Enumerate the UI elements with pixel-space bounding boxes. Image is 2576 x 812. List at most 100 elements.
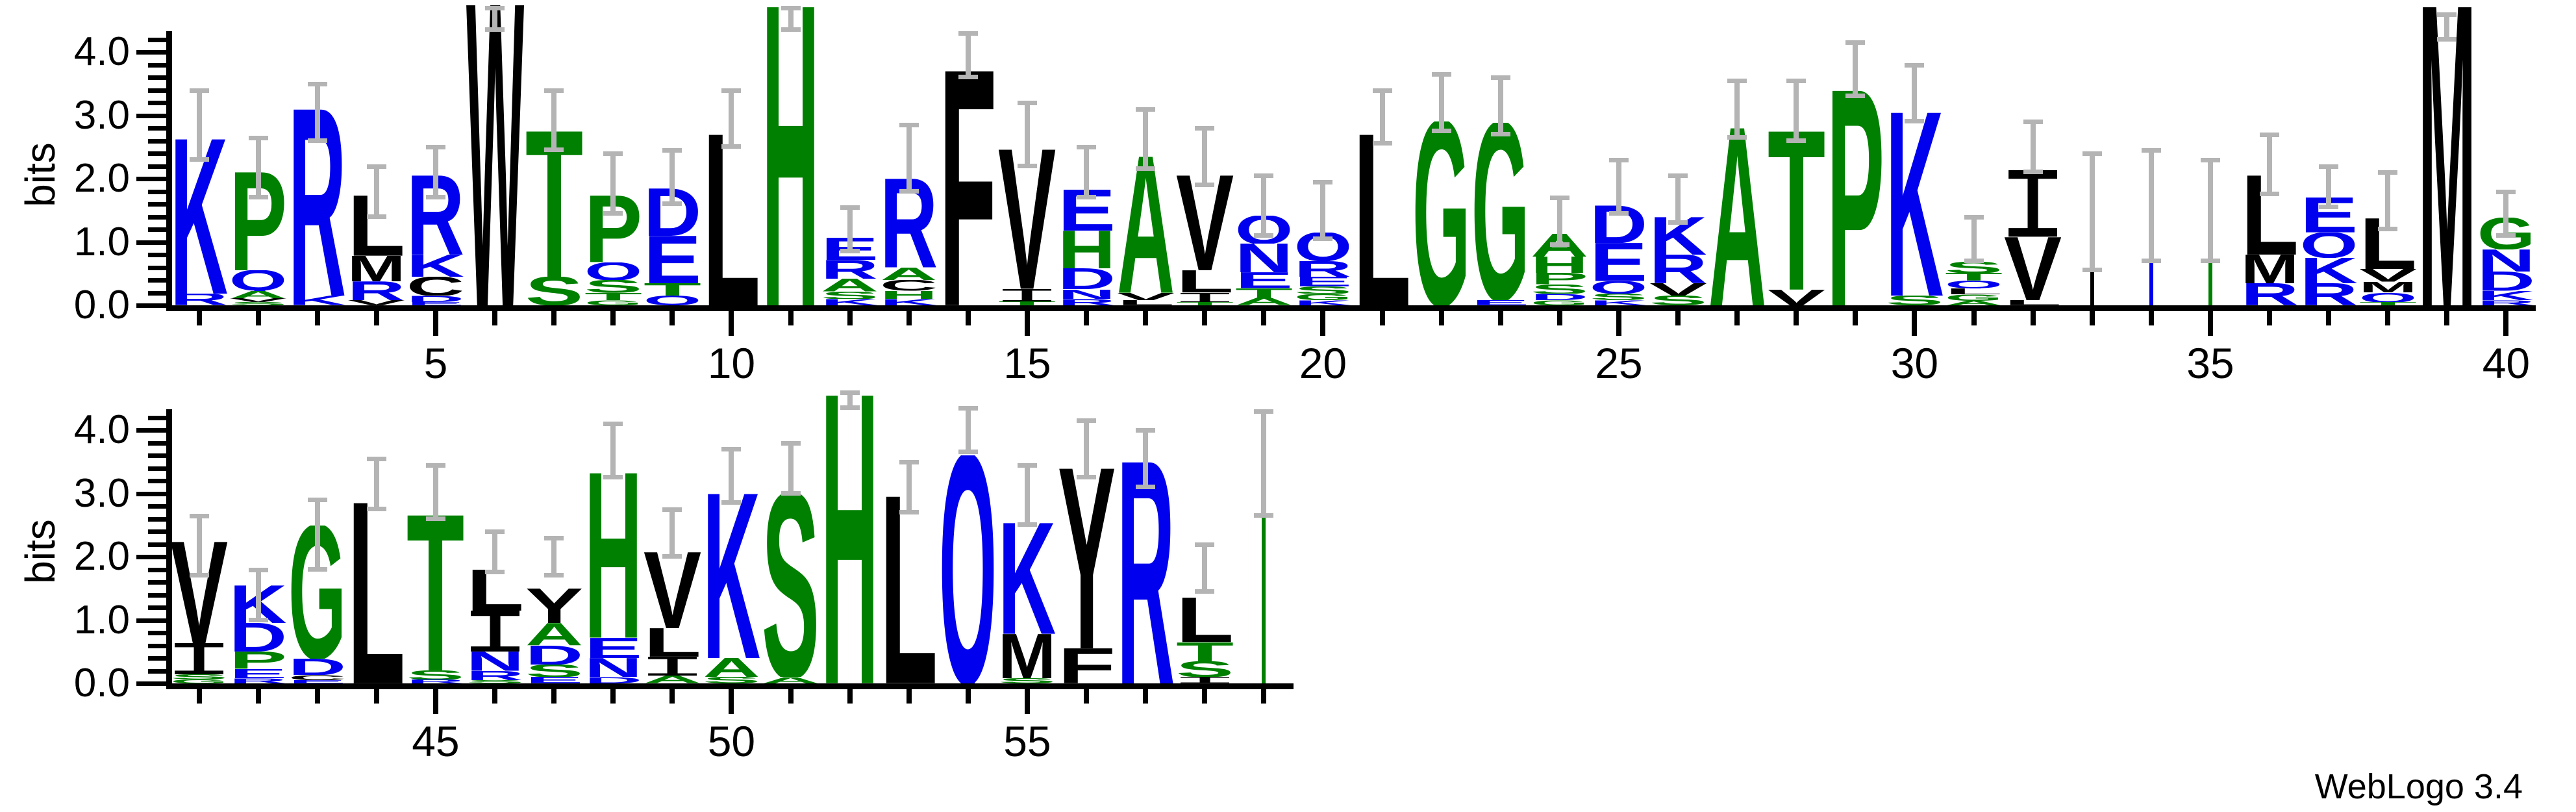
error-bar-cap-bottom: [366, 214, 386, 219]
error-bar-cap-bottom: [1372, 141, 1392, 146]
logo-letter-E: E: [584, 638, 642, 658]
x-minor-tick: [2326, 311, 2332, 325]
error-bar-cap-top: [544, 88, 564, 93]
error-bar-cap-top: [958, 31, 978, 36]
error-bar-cap-bottom: [2378, 227, 2398, 231]
svg-text:V: V: [998, 149, 1056, 289]
logo-letter-R: R: [1117, 462, 1175, 683]
error-bar-cap-top: [781, 440, 801, 446]
error-bar-cap-bottom: [307, 566, 327, 572]
y-minor-tick: [148, 656, 166, 661]
error-bar-cap-top: [2200, 157, 2220, 162]
svg-text:A: A: [1117, 157, 1175, 293]
svg-text:L: L: [880, 496, 938, 683]
svg-text:R: R: [880, 179, 938, 268]
svg-text:T: T: [1235, 288, 1293, 298]
error-bar-cap-top: [366, 456, 386, 461]
error-bar-cap-top: [1077, 418, 1097, 424]
logo-letter-I: [466, 610, 524, 652]
error-bar-stem: [1794, 80, 1799, 141]
logo-letter-E: E: [288, 680, 346, 683]
error-bar-cap-bottom: [781, 27, 801, 32]
svg-text:Q: Q: [584, 262, 642, 280]
svg-text:G: G: [1531, 300, 1588, 305]
x-tick-label: 50: [707, 717, 756, 765]
error-bar-stem: [1143, 108, 1149, 170]
logo-letter-E: E: [1471, 300, 1529, 305]
error-bar-stem: [551, 90, 557, 151]
logo-letter-A: A: [525, 623, 583, 645]
y-minor-tick: [148, 202, 166, 207]
x-minor-tick: [2385, 311, 2391, 325]
y-minor-tick: [148, 631, 166, 635]
x-minor-tick: [965, 311, 971, 325]
logo-letter-T: T: [1945, 273, 2003, 281]
logo-letter-S-narrow: [1262, 461, 1266, 683]
logo-letter-K: K: [1886, 112, 1944, 296]
logo-letter-K: K: [1590, 300, 1647, 305]
svg-text:K: K: [406, 255, 464, 277]
svg-text:Q: Q: [1945, 281, 2003, 288]
svg-text:S: S: [1531, 285, 1588, 294]
error-bar-stem: [788, 7, 794, 30]
error-bar-cap-bottom: [2437, 36, 2457, 42]
svg-text:E: E: [1235, 272, 1293, 288]
error-bar-cap-bottom: [1786, 138, 1807, 143]
error-bar-cap-top: [603, 151, 623, 156]
logo-letter-L: L: [1117, 300, 1175, 305]
y-tick-label: 4.0: [73, 407, 130, 452]
logo-letter-V: V: [2359, 269, 2417, 282]
error-bar-stem: [2503, 191, 2509, 236]
x-major-tick: [2503, 311, 2509, 336]
svg-text:N: N: [1058, 290, 1116, 299]
logo-letter-R: R: [880, 179, 938, 268]
error-bar-cap-top: [1490, 75, 1510, 80]
error-bar-cap-bottom: [1254, 513, 1274, 518]
logo-letter-T: T: [1768, 131, 1825, 290]
svg-text:R: R: [1058, 299, 1116, 305]
error-bar-cap-bottom: [781, 490, 801, 496]
error-bar-cap-bottom: [1136, 166, 1156, 171]
logo-letter-C: C: [880, 280, 938, 291]
error-bar-cap-top: [189, 513, 209, 518]
x-minor-tick: [1794, 311, 1799, 325]
logo-letter-T: T: [406, 515, 464, 670]
x-minor-tick: [373, 311, 379, 325]
svg-text:E: E: [525, 677, 583, 683]
svg-text:F: F: [939, 71, 997, 305]
x-major-tick: [729, 311, 734, 336]
logo-letter-E: E: [1294, 277, 1352, 286]
error-bar-cap-bottom: [248, 617, 268, 622]
x-minor-tick: [255, 311, 261, 325]
logo-letter-R: R: [406, 679, 464, 683]
error-bar-cap-top: [485, 5, 505, 10]
error-bar-cap-bottom: [544, 573, 564, 578]
logo-letter-N: N: [2477, 249, 2535, 272]
x-minor-tick: [1438, 311, 1444, 325]
error-bar-stem: [2385, 172, 2391, 229]
svg-text:R: R: [466, 671, 524, 681]
x-tick-label: 35: [2186, 339, 2234, 387]
y-minor-tick: [148, 214, 166, 220]
error-bar-stem: [847, 207, 853, 252]
error-bar-stem: [906, 461, 912, 513]
logo-letter-I: [1176, 677, 1234, 683]
error-bar-cap-top: [2496, 189, 2516, 194]
error-bar-cap-bottom: [2023, 170, 2043, 175]
logo-letter-P: P: [1531, 273, 1588, 285]
svg-text:P: P: [229, 652, 287, 668]
logo-letter-Q: Q: [644, 296, 701, 305]
logo-letter-Q: Q: [2359, 293, 2417, 303]
logo-letter-G: G: [1412, 121, 1470, 305]
y-major-tick: [136, 681, 166, 686]
svg-text:E: E: [288, 680, 346, 683]
x-minor-tick: [1084, 689, 1090, 704]
y-minor-tick: [148, 62, 166, 68]
logo-letter-V: V: [347, 300, 405, 305]
logo-letter-N: N: [1058, 290, 1116, 299]
svg-text:K: K: [170, 139, 228, 294]
x-minor-tick: [1143, 689, 1149, 704]
y-major-tick: [136, 428, 166, 433]
error-bar-stem: [1024, 103, 1030, 166]
svg-text:M: M: [998, 634, 1056, 678]
